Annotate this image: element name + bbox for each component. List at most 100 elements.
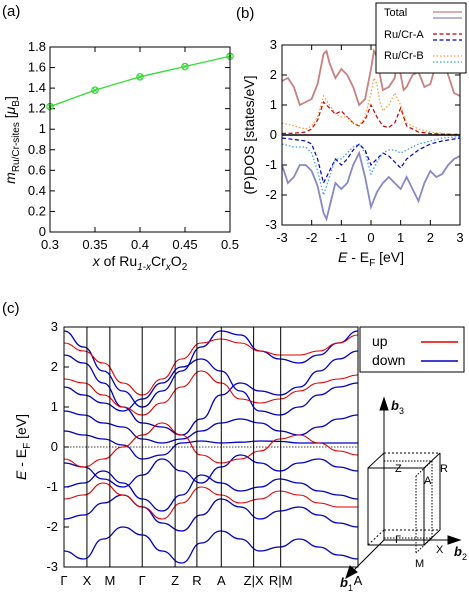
panel-c-band-down [63, 526, 359, 564]
panel-c-kpoint-label: Z|X [244, 573, 264, 588]
panel-a-ytick-label: 1.2 [28, 101, 46, 116]
b3-arrow [379, 396, 389, 411]
panel-a-ytick-label: 0.4 [28, 183, 46, 198]
panel-b-legend-box [375, 2, 467, 74]
panel-c-ytick-label: 3 [51, 319, 58, 334]
panel-b-ytick-label: 3 [270, 37, 277, 52]
panel-b-series-total-up [281, 48, 461, 107]
panel-b-ticks: -3 -2 -1 0 1 2 3 -3 -2 -1 0 1 2 3 [265, 37, 463, 245]
panel-c-legend-label: up [372, 333, 388, 349]
b2-label: b [454, 544, 462, 559]
panel-c-kpoint-label: R|M [269, 573, 293, 588]
panel-c-band-up [63, 334, 359, 396]
panel-b-ylabel: (P)DOS [states/eV] [241, 75, 257, 194]
panel-c-kpoint-label: Z [171, 573, 179, 588]
panel-c-ticks: -3 -2 -1 0 1 2 3 Γ X M Γ Z R A Z|X R|M A [46, 319, 362, 588]
panel-c-band-down [63, 350, 359, 436]
panel-b-legend-label: Total [384, 7, 407, 19]
panel-c-kpoint-label: X [83, 573, 92, 588]
b3-label-sub: 3 [399, 406, 404, 416]
brillouin-labels: b 3 b 2 b 1 Z R A Γ M X [340, 398, 467, 593]
bz-label-x: X [436, 544, 444, 556]
panel-b-series-total-down [281, 150, 461, 222]
bz-label-z: Z [395, 463, 402, 475]
panel-a-xtick-label: 0.45 [172, 237, 197, 252]
panel-b-xtick-label: 2 [427, 230, 434, 245]
panel-c-band-down [63, 410, 359, 444]
panel-b-xtick-label: 3 [456, 230, 463, 245]
panel-c-ytick-label: -3 [46, 559, 58, 574]
panel-a-marker [181, 62, 189, 71]
panel-c-kpoint-label: Γ [60, 573, 67, 588]
panel-c-legend: up down [359, 326, 465, 373]
panel-a-ytick-label: 0.8 [28, 142, 46, 157]
panel-c-legend-box [359, 326, 465, 373]
panel-b: (b) -3 -2 -1 0 1 2 3 -3 -2 -1 0 1 2 3 Total Ru/Cr-A Ru/… [236, 2, 467, 269]
panel-b-legend: Total Ru/Cr-A Ru/Cr-B [375, 2, 467, 74]
panel-b-series-ru-cr-b-down [281, 135, 461, 198]
panel-a-marker [91, 86, 99, 94]
panel-c-kpoint-label: R [192, 573, 201, 588]
panel-c-frame [63, 326, 359, 568]
bz-label-a: A [424, 475, 432, 487]
panel-c-band-down [63, 470, 359, 512]
panel-a: (a) 0.3 0.35 0.4 0.45 0.5 0 0.2 0.4 0.6 0.8 1 1.2 1.… [2, 3, 239, 273]
b3-label: b [391, 398, 399, 413]
bz-label-r: R [440, 463, 448, 475]
panel-c-ytick-label: 2 [51, 359, 58, 374]
panel-c-band-down [63, 494, 359, 532]
panel-c-band-down [63, 330, 359, 408]
panel-b-ytick-label: -3 [265, 217, 277, 232]
b2-arrow [447, 535, 462, 545]
panel-c-kpoint-label: Γ [139, 573, 146, 588]
panel-c-down-bands [63, 330, 359, 564]
panel-b-ytick-label: -2 [265, 187, 277, 202]
panel-a-xtick-label: 0.35 [82, 237, 107, 252]
panel-b-xlabel: E - EF [eV] [338, 249, 404, 269]
bz-edge [367, 452, 385, 469]
panel-c-kpoint-lines [86, 327, 282, 567]
bz-path [415, 460, 433, 477]
panel-b-ytick-label: -1 [265, 157, 277, 172]
bz-label-m: M [415, 558, 424, 570]
panel-b-legend-label: Ru/Cr-B [384, 50, 424, 62]
panel-c-band-up [63, 482, 359, 520]
panel-a-marker-cross [92, 87, 98, 93]
panel-a-ytick-label: 1 [39, 121, 46, 136]
panel-a-marker-cross [182, 63, 188, 70]
panel-a-series-line [49, 55, 231, 108]
panel-b-series [281, 48, 461, 222]
panel-c-legend-label: down [372, 352, 405, 368]
panel-c-band-down [63, 454, 359, 488]
panel-a-ytick-label: 1.6 [28, 60, 46, 75]
panel-a-ytick-label: 0 [39, 224, 46, 239]
bz-label-gamma: Γ [395, 534, 401, 546]
panel-c-ytick-label: -1 [46, 479, 58, 494]
panel-a-ytick-label: 1.8 [28, 39, 46, 54]
b1-label-sub: 1 [348, 583, 353, 593]
panel-b-label: (b) [236, 5, 254, 22]
b1-arrow [345, 565, 358, 580]
panel-b-series-ru-cr-a-down [281, 137, 461, 185]
panel-a-frame [49, 46, 231, 233]
panel-b-xtick-label: -1 [336, 230, 348, 245]
panel-a-marker-cross [137, 74, 143, 80]
b1-label: b [340, 575, 348, 590]
bz-front-face [367, 467, 425, 546]
panel-a-ytick-label: 0.6 [28, 162, 46, 177]
panel-a-ytick-label: 0.2 [28, 203, 46, 218]
panel-b-series-ru-cr-a-up [281, 100, 461, 135]
panel-a-ylabel: mRu/Cr-sites [μB] [2, 96, 22, 184]
panel-a-xtick-label: 0.5 [221, 237, 239, 252]
panel-c-label: (c) [2, 300, 20, 317]
panel-a-xtick-label: 0.3 [41, 237, 59, 252]
panel-c-ytick-label: 1 [51, 399, 58, 414]
panel-b-ytick-label: 0 [270, 127, 277, 142]
brillouin-zone-diagram [345, 396, 462, 580]
panel-b-series-ru-cr-b-up [281, 76, 461, 135]
panel-a-marker [136, 73, 144, 81]
panel-c-kpoint-label: M [104, 573, 115, 588]
panel-b-xtick-label: 0 [367, 230, 374, 245]
